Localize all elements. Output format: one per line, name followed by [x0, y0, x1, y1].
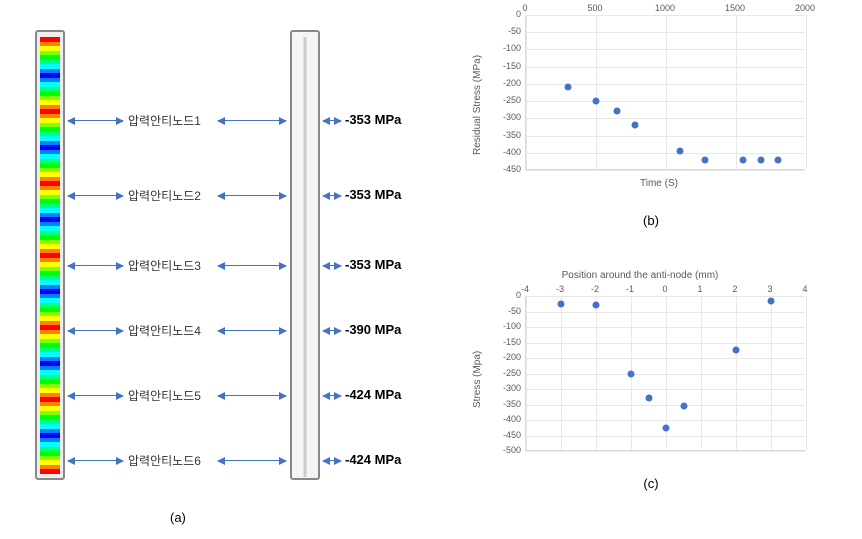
stress-value-4: -390 MPa [345, 322, 401, 337]
chart-b-wrapper: Residual Stress (MPa) Time (S) 0-50-100-… [460, 5, 842, 228]
caption-a: (a) [170, 510, 186, 525]
colormap-tube [35, 30, 65, 480]
data-point [740, 156, 747, 163]
arrow-left-3 [68, 265, 123, 266]
data-point [645, 395, 652, 402]
chart-c-wrapper: Position around the anti-node (mm) Stres… [460, 233, 842, 491]
arrow-right-3 [218, 265, 286, 266]
data-point [565, 84, 572, 91]
data-point [632, 122, 639, 129]
antinode-label-1: 압력안티노드1 [128, 112, 201, 129]
data-point [680, 403, 687, 410]
caption-c: (c) [460, 476, 842, 491]
arrow-stress-5 [323, 395, 341, 396]
panel-a: 압력안티노드1 -353 MPa 압력안티노드2 -353 MPa 압력안티노드3 -35… [0, 0, 430, 539]
stress-value-1: -353 MPa [345, 112, 401, 127]
data-point [758, 156, 765, 163]
data-point [733, 347, 740, 354]
arrow-stress-6 [323, 460, 341, 461]
data-point [768, 297, 775, 304]
chart-b-ylabel: Residual Stress (MPa) [472, 55, 483, 155]
arrow-right-1 [218, 120, 286, 121]
arrow-stress-2 [323, 195, 341, 196]
data-point [775, 156, 782, 163]
data-point [677, 148, 684, 155]
arrow-right-6 [218, 460, 286, 461]
arrow-stress-3 [323, 265, 341, 266]
data-point [593, 302, 600, 309]
arrow-stress-1 [323, 120, 341, 121]
data-point [593, 98, 600, 105]
caption-b: (b) [460, 213, 842, 228]
chart-c-title: Position around the anti-node (mm) [460, 270, 820, 281]
data-point [614, 108, 621, 115]
chart-b: Residual Stress (MPa) Time (S) 0-50-100-… [460, 5, 820, 205]
stress-value-2: -353 MPa [345, 187, 401, 202]
arrow-right-5 [218, 395, 286, 396]
arrow-left-1 [68, 120, 123, 121]
data-point [558, 300, 565, 307]
antinode-label-6: 압력안티노드6 [128, 452, 201, 469]
chart-c-ylabel: Stress (Mpa) [472, 351, 483, 408]
arrow-right-2 [218, 195, 286, 196]
antinode-label-4: 압력안티노드4 [128, 322, 201, 339]
antinode-label-3: 압력안티노드3 [128, 257, 201, 274]
results-tube [290, 30, 320, 480]
arrow-stress-4 [323, 330, 341, 331]
data-point [628, 370, 635, 377]
panel-right: Residual Stress (MPa) Time (S) 0-50-100-… [430, 0, 862, 539]
arrow-left-6 [68, 460, 123, 461]
stress-value-5: -424 MPa [345, 387, 401, 402]
arrow-right-4 [218, 330, 286, 331]
chart-b-xlabel: Time (S) [640, 178, 678, 189]
data-point [663, 424, 670, 431]
stress-value-6: -424 MPa [345, 452, 401, 467]
arrow-left-4 [68, 330, 123, 331]
antinode-label-2: 압력안티노드2 [128, 187, 201, 204]
arrow-left-5 [68, 395, 123, 396]
arrow-left-2 [68, 195, 123, 196]
chart-c: Position around the anti-node (mm) Stres… [460, 268, 820, 468]
data-point [702, 156, 709, 163]
antinode-label-5: 압력안티노드5 [128, 387, 201, 404]
stress-value-3: -353 MPa [345, 257, 401, 272]
